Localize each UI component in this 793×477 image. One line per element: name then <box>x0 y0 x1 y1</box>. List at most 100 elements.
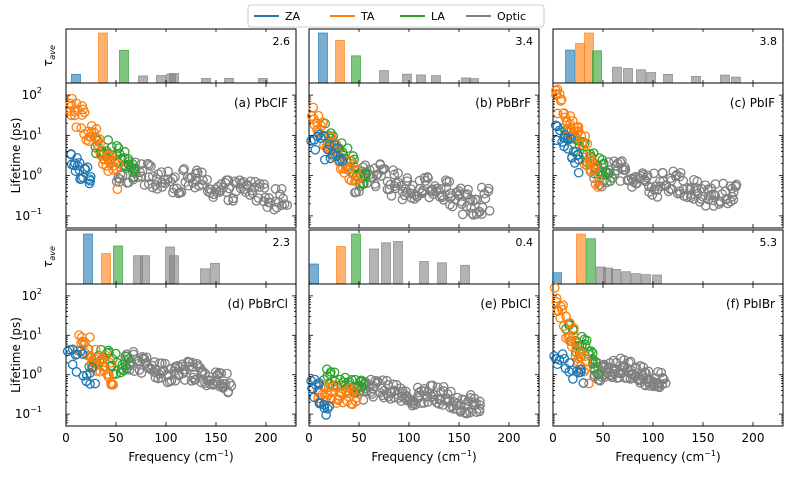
avg-lifetime-bar <box>200 268 210 285</box>
legend-label-la: LA <box>431 10 445 23</box>
data-point-optic <box>468 196 478 206</box>
data-point-ta <box>105 155 116 166</box>
data-point-za <box>90 378 101 389</box>
avg-lifetime-bar <box>460 264 470 285</box>
x-tick-label: 200 <box>255 431 278 445</box>
data-point-optic <box>160 358 170 369</box>
avg-lifetime-bar <box>612 66 622 84</box>
data-point-optic <box>432 183 442 194</box>
avg-lifetime-bar <box>636 69 646 84</box>
data-point-optic <box>442 389 453 399</box>
data-point-optic <box>209 189 219 200</box>
data-point-optic <box>147 182 158 193</box>
data-point-optic <box>222 368 232 379</box>
data-point-optic <box>409 194 420 204</box>
data-point-optic <box>444 176 455 187</box>
avg-lifetime-bar <box>469 78 479 84</box>
data-point-la <box>342 143 353 154</box>
data-point-za <box>74 157 85 168</box>
data-point-optic <box>475 400 485 410</box>
x-tick-label: 150 <box>448 431 471 445</box>
data-point-la <box>120 351 131 362</box>
avg-lifetime-bar <box>431 75 441 84</box>
data-point-optic <box>484 205 495 216</box>
data-point-ta <box>71 122 82 133</box>
panel-grid: 2.6 τave (a) PbClF 10−1 100 101 102 Lifetime (p… <box>9 28 784 464</box>
data-point-ta <box>555 96 566 106</box>
data-point-ta <box>577 139 588 150</box>
y-tick-label: 100 <box>22 167 42 183</box>
data-point-ta <box>112 184 123 195</box>
data-point-optic <box>259 183 270 193</box>
data-point-ta <box>77 110 87 120</box>
avg-lifetime-bar <box>101 253 111 285</box>
data-point-za <box>319 130 329 141</box>
scatter-points <box>550 84 742 211</box>
avg-lifetime-bar <box>646 72 656 84</box>
bar-max-label: 0.4 <box>516 236 534 249</box>
data-point-optic <box>461 201 472 212</box>
data-point-la <box>128 172 139 183</box>
data-point-za <box>77 349 88 359</box>
data-point-ta <box>567 115 578 126</box>
avg-lifetime-bar <box>201 78 211 84</box>
data-point-optic <box>202 174 212 185</box>
data-point-za <box>72 349 83 360</box>
data-point-optic <box>146 161 156 172</box>
avg-lifetime-bar <box>419 261 429 285</box>
data-point-optic <box>419 386 430 397</box>
data-point-optic <box>668 166 679 177</box>
data-point-ta <box>348 159 359 169</box>
data-point-optic <box>259 179 269 190</box>
data-point-optic <box>365 387 376 397</box>
y-tick-label: 10−1 <box>15 207 42 223</box>
data-point-optic <box>276 183 287 194</box>
avg-lifetime-bar <box>113 245 123 285</box>
avg-lifetime-bar <box>575 43 585 84</box>
data-point-optic <box>646 182 657 193</box>
panel-label: (a) PbClF <box>234 96 288 110</box>
data-point-optic <box>142 158 153 169</box>
data-point-optic <box>656 367 667 378</box>
data-point-optic <box>389 169 400 180</box>
data-point-za <box>575 364 586 375</box>
bar-strip-frame <box>308 28 540 84</box>
avg-lifetime-bar <box>156 75 166 84</box>
data-point-optic <box>414 175 425 186</box>
data-point-optic <box>402 173 413 183</box>
data-point-la <box>605 176 616 187</box>
data-point-za <box>315 133 326 143</box>
data-point-optic <box>225 378 235 389</box>
data-point-ta <box>573 126 584 137</box>
data-point-ta <box>352 392 362 403</box>
panel-label: (b) PbBrF <box>475 96 531 110</box>
data-point-optic <box>631 362 642 373</box>
data-point-optic <box>282 200 293 211</box>
data-point-za <box>578 378 589 388</box>
data-point-ta <box>581 356 592 367</box>
data-point-optic <box>642 172 652 183</box>
x-tick-label: 0 <box>305 431 313 445</box>
data-point-za <box>329 140 340 150</box>
avg-lifetime-bar <box>691 76 701 84</box>
y-tick-label: 102 <box>22 287 42 303</box>
data-point-optic <box>176 186 186 197</box>
data-point-za <box>322 403 333 414</box>
x-tick-label: 50 <box>595 431 610 445</box>
avg-lifetime-bar <box>309 263 319 285</box>
data-point-optic <box>190 374 201 385</box>
data-point-optic <box>189 369 199 380</box>
avg-lifetime-bar <box>552 272 562 285</box>
data-point-optic <box>400 386 411 397</box>
data-point-optic <box>471 209 482 220</box>
avg-lifetime-bar <box>210 262 220 285</box>
x-tick-label: 150 <box>692 431 715 445</box>
x-axis-label: Frequency (cm−1) <box>128 449 233 464</box>
data-point-ta <box>85 332 95 343</box>
data-point-ta <box>351 175 362 186</box>
bar-max-label: 3.4 <box>516 35 534 48</box>
data-point-la <box>129 166 140 176</box>
panel-6: 5.3 (f) PbIBr 0 50 100 150 200 Frequency (cm−1) <box>549 229 784 464</box>
data-point-ta <box>71 98 82 109</box>
data-point-za <box>85 171 96 182</box>
